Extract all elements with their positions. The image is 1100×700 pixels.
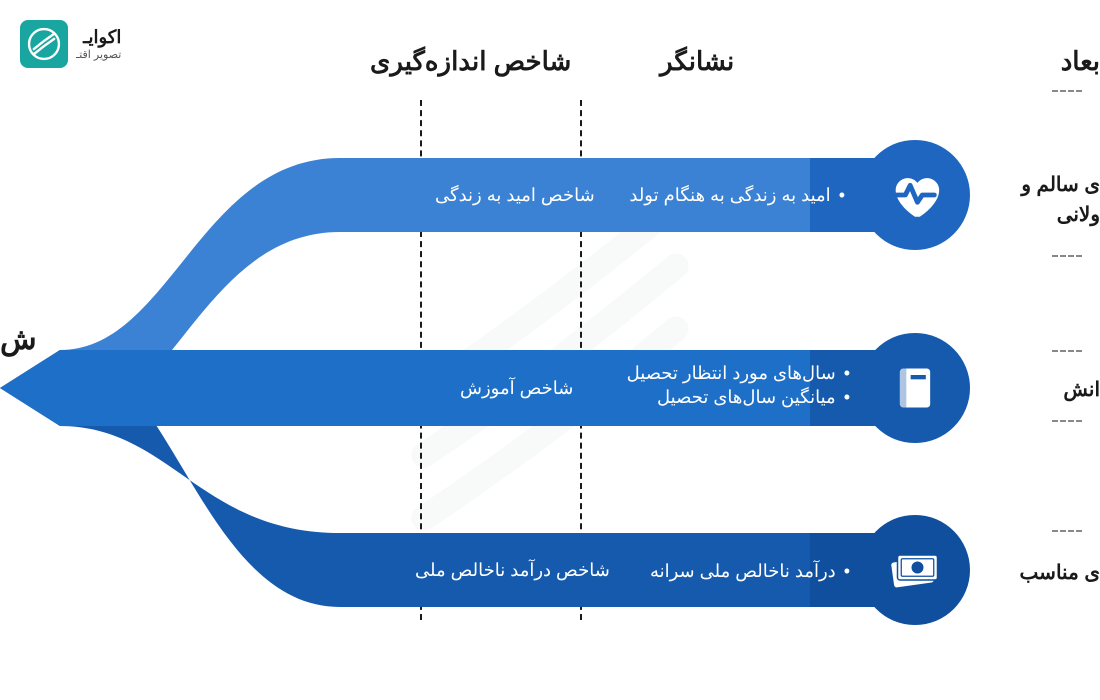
knowledge-measure: شاخص آموزش <box>460 378 573 399</box>
knowledge-indicators: سال‌های مورد انتظار تحصیل میانگین سال‌ها… <box>600 360 850 411</box>
income-indicators: درآمد ناخالص ملی سرانه <box>620 558 850 585</box>
money-icon <box>885 540 945 600</box>
merge-label: ش <box>0 322 37 357</box>
income-measure: شاخص درآمد ناخالص ملی <box>415 560 610 581</box>
dimension-knowledge: انش <box>950 375 1100 405</box>
health-measure: شاخص امید به زندگی <box>435 185 595 206</box>
book-icon <box>889 362 941 414</box>
dimension-income: ی مناسب <box>950 558 1100 588</box>
income-icon-circle <box>860 515 970 625</box>
heartbeat-icon <box>886 166 944 224</box>
health-icon-circle <box>860 140 970 250</box>
dimension-health: ی سالم و ولانی <box>950 170 1100 230</box>
health-indicators: امید به زندگی به هنگام تولد <box>605 182 845 209</box>
knowledge-icon-circle <box>860 333 970 443</box>
